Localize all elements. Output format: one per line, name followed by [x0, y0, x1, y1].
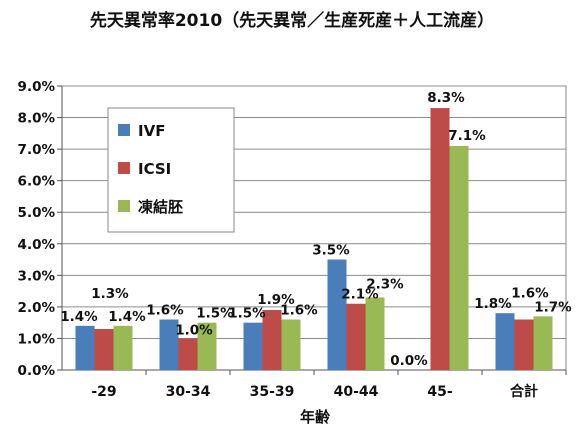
axes: 0.0% 1.0% 2.0% 3.0% 4.0% 5.0% 6.0% 7.0% 8.0% 9.0%…: [18, 79, 567, 400]
y-tick-label: 4.0%: [18, 237, 56, 253]
bar-凍結胚: [449, 145, 469, 370]
y-tick-label: 9.0%: [18, 79, 56, 95]
data-label: 1.6%: [146, 303, 184, 319]
legend-label: IVF: [138, 122, 165, 140]
data-label: 8.3%: [427, 90, 465, 106]
data-label: 2.3%: [366, 276, 404, 292]
chart-title: 先天異常率2010（先天異常／生産死産＋人工流産）: [90, 10, 494, 31]
bar-IVF: [495, 313, 515, 370]
x-tick-label: 合計: [510, 383, 538, 400]
data-label: 7.1%: [448, 128, 486, 144]
bar-凍結胚: [533, 316, 553, 370]
data-label: 2.1%: [341, 287, 379, 303]
bar-ICSI: [346, 303, 366, 370]
data-label: 0.0%: [390, 353, 428, 369]
bar-凍結胚: [197, 322, 217, 370]
x-tick-label: 40-44: [334, 384, 379, 400]
bar-ICSI: [262, 310, 282, 370]
bars: [75, 108, 553, 370]
data-label: 1.8%: [474, 296, 512, 312]
bar-IVF: [159, 319, 179, 370]
data-label: 1.5%: [196, 306, 234, 322]
data-label: 1.6%: [511, 286, 549, 302]
legend-swatch: [118, 124, 130, 136]
y-tick-label: 5.0%: [18, 205, 56, 221]
x-tick-label: 45-: [427, 384, 452, 400]
data-label: 3.5%: [312, 243, 350, 259]
y-tick-label: 7.0%: [18, 142, 56, 158]
bar-ICSI: [178, 338, 198, 370]
bar-ICSI: [430, 108, 450, 370]
data-label: 1.6%: [280, 303, 318, 319]
bar-凍結胚: [113, 325, 133, 370]
x-tick-label: -29: [91, 384, 116, 400]
bar-凍結胚: [281, 319, 301, 370]
legend: IVF ICSI 凍結胚: [107, 107, 235, 233]
legend-label: 凍結胚: [138, 198, 183, 216]
y-tick-label: 6.0%: [18, 174, 56, 190]
bar-IVF: [243, 322, 263, 370]
y-tick-label: 3.0%: [18, 268, 56, 284]
legend-label: ICSI: [138, 160, 171, 178]
data-label: 1.3%: [91, 286, 129, 302]
data-label: 1.5%: [228, 306, 266, 322]
bar-ICSI: [94, 328, 114, 370]
y-tick-label: 0.0%: [18, 363, 56, 379]
x-tick-label: 30-34: [166, 384, 211, 400]
x-axis-title: 年齢: [300, 408, 331, 426]
bar-IVF: [327, 259, 347, 370]
data-label: 1.9%: [257, 292, 295, 308]
data-label: 1.7%: [534, 299, 572, 315]
data-label: 1.0%: [175, 322, 213, 338]
legend-swatch: [118, 162, 130, 174]
bar-ICSI: [514, 319, 534, 370]
x-tick-label: 35-39: [250, 384, 295, 400]
data-label: 1.4%: [108, 309, 146, 325]
y-tick-label: 1.0%: [18, 331, 56, 347]
y-tick-label: 8.0%: [18, 111, 56, 127]
data-label: 1.4%: [60, 309, 98, 325]
bar-凍結胚: [365, 297, 385, 370]
bar-IVF: [75, 325, 95, 370]
legend-swatch: [118, 200, 130, 212]
data-labels: 1.4%1.3%1.4% 1.6%1.0%1.5%1.5%1.9%1.6%3.5%…: [60, 90, 572, 369]
y-tick-label: 2.0%: [18, 300, 56, 316]
